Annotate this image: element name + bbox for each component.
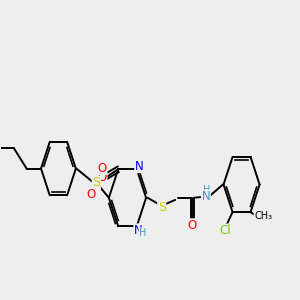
Text: S: S — [158, 201, 166, 214]
Text: CH₃: CH₃ — [254, 211, 272, 221]
Text: O: O — [98, 171, 107, 184]
Text: N: N — [135, 160, 144, 172]
Text: O: O — [86, 188, 95, 201]
Text: O: O — [97, 161, 106, 175]
Text: N: N — [134, 224, 143, 237]
Text: H: H — [139, 228, 146, 238]
Text: N: N — [202, 190, 210, 203]
Text: H: H — [203, 185, 210, 195]
Text: O: O — [188, 219, 197, 232]
Text: Cl: Cl — [219, 224, 231, 237]
Text: S: S — [92, 176, 100, 189]
